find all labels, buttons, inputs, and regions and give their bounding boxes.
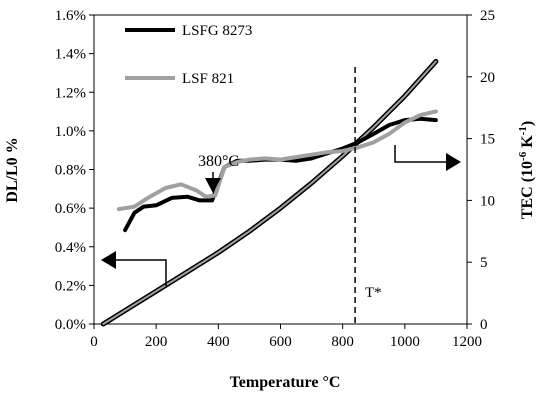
y-left-ticks: 0.0% 0.2% 0.4% 0.6% 0.8% 1.0% 1.2% 1.4% 1.6% [55, 8, 94, 333]
y-right-title-end: ) [519, 121, 536, 126]
y-right-title-mid: K [519, 135, 536, 152]
series-line-lsf-821-right [116, 109, 438, 212]
series-line-lsf-821-left [102, 60, 437, 325]
y-right-tick-label: 20 [480, 70, 495, 86]
annotation-layer [101, 67, 461, 324]
y-left-tick-label: 0.4% [55, 240, 86, 256]
y-right-axis-title: TEC (10-6 K-1) [517, 121, 536, 219]
y-left-axis-title: DL/L0 % [4, 137, 21, 202]
legend-label-lsf: LSF 821 [182, 71, 234, 87]
y-right-tick-label: 10 [480, 193, 495, 209]
x-tick-label: 1200 [452, 334, 482, 350]
x-tick-label: 200 [145, 334, 168, 350]
y-right-tick-label: 0 [480, 317, 488, 333]
y-right-title-exp1: -6 [517, 151, 529, 161]
y-right-tick-label: 25 [480, 8, 495, 24]
plot-frame [93, 14, 468, 325]
y-left-tick-label: 0.8% [55, 163, 86, 179]
x-tick-label: 0 [90, 334, 98, 350]
y-left-tick-label: 1.6% [55, 8, 86, 24]
y-left-tick-label: 1.4% [55, 47, 86, 63]
x-tick-label: 800 [331, 334, 354, 350]
peak-arrow-head [205, 178, 221, 193]
y-left-tick-label: 0.2% [55, 278, 86, 294]
y-left-tick-label: 0.6% [55, 201, 86, 217]
y-right-tick-label: 15 [480, 132, 495, 148]
peak-temperature-label: 380°C [198, 153, 239, 170]
y-right-ticks: 0 5 10 15 20 25 [467, 8, 495, 333]
left-axis-arrow-shaft [112, 259, 167, 286]
x-tick-label: 400 [207, 334, 230, 350]
t-star-label: T* [365, 285, 382, 301]
x-axis-title: Temperature °C [230, 374, 341, 391]
y-left-tick-label: 1.0% [55, 124, 86, 140]
x-tick-label: 600 [269, 334, 292, 350]
right-axis-arrow-shaft [394, 145, 450, 163]
y-right-title-main: TEC (10 [519, 161, 536, 219]
right-axis-arrow-head [446, 153, 461, 171]
left-axis-arrow-head [101, 251, 116, 269]
x-tick-label: 1000 [390, 334, 420, 350]
legend-label-lsfg: LSFG 8273 [182, 23, 252, 39]
y-left-tick-label: 1.2% [55, 85, 86, 101]
y-right-tick-label: 5 [480, 255, 488, 271]
plot-border [93, 14, 468, 325]
series-layer [100, 58, 439, 327]
y-left-tick-label: 0.0% [55, 317, 86, 333]
x-ticks: 0 200 400 600 800 1000 1200 [90, 324, 482, 350]
y-right-title-exp2: -1 [517, 126, 529, 135]
